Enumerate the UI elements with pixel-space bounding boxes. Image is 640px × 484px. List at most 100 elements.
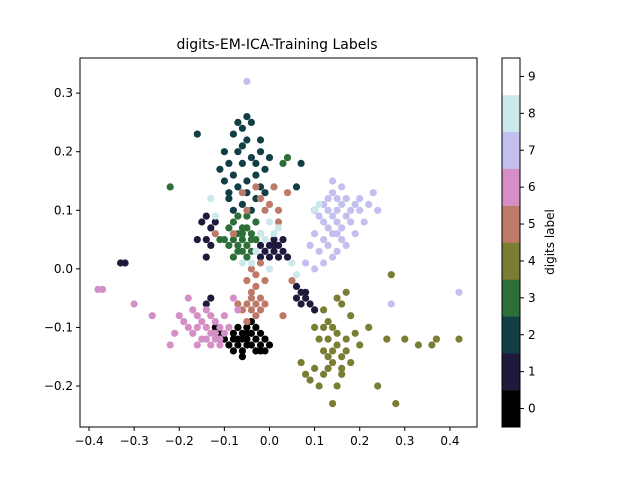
data-point-label-1 [279, 236, 287, 244]
data-point-label-0 [252, 323, 260, 331]
data-point-label-5 [243, 300, 251, 308]
data-point-label-5 [252, 312, 260, 320]
data-point-label-4 [333, 341, 341, 349]
data-point-label-5 [252, 300, 260, 308]
data-point-label-5 [211, 230, 219, 238]
x-tick-label: 0.0 [260, 434, 279, 448]
data-point-label-1 [202, 300, 210, 308]
data-point-label-2 [256, 136, 265, 144]
data-point-label-3 [234, 212, 242, 220]
data-point-label-1 [193, 236, 201, 244]
data-point-label-5 [256, 195, 265, 203]
data-point-label-6 [148, 312, 156, 320]
data-point-label-4 [432, 335, 440, 343]
data-point-label-7 [351, 200, 359, 208]
data-point-label-3 [216, 236, 224, 244]
data-point-label-3 [243, 241, 251, 249]
data-point-label-7 [306, 241, 314, 249]
y-tick-label: 0.3 [54, 86, 73, 100]
data-point-label-4 [365, 323, 373, 331]
data-point-label-0 [261, 347, 269, 355]
data-point-label-6 [216, 341, 224, 349]
colorbar-tick-label: 2 [528, 328, 536, 342]
data-point-label-4 [338, 353, 346, 361]
data-point-label-1 [211, 218, 219, 226]
data-point-label-4 [414, 341, 422, 349]
colorbar-segment [502, 390, 520, 428]
data-point-label-5 [252, 183, 260, 191]
colorbar-tick-label: 9 [528, 69, 536, 83]
data-point-label-6 [234, 306, 242, 314]
data-point-label-7 [329, 189, 337, 197]
data-point-label-0 [265, 341, 274, 349]
data-point-label-6 [180, 318, 188, 326]
data-point-label-3 [243, 212, 251, 220]
data-point-label-2 [292, 183, 301, 191]
x-tick-label: 0.3 [395, 434, 414, 448]
data-point-label-3 [252, 218, 260, 226]
data-point-label-6 [193, 323, 201, 331]
data-point-label-2 [243, 113, 251, 121]
data-point-label-0 [238, 335, 246, 343]
data-point-label-0 [243, 323, 251, 331]
data-point-label-2 [193, 130, 201, 138]
data-point-label-4 [315, 382, 323, 390]
data-point-label-2 [216, 165, 224, 173]
data-point-label-7 [338, 183, 346, 191]
data-point-label-1 [292, 294, 301, 302]
data-point-label-4 [324, 353, 332, 361]
data-point-label-3 [252, 236, 260, 244]
data-point-label-6 [225, 323, 233, 331]
data-point-label-4 [342, 347, 350, 355]
data-point-label-0 [247, 329, 255, 337]
data-point-label-7 [338, 236, 346, 244]
data-point-label-5 [243, 277, 251, 285]
data-point-label-2 [238, 200, 246, 208]
data-point-label-2 [234, 118, 242, 126]
data-point-label-5 [261, 277, 269, 285]
data-point-label-1 [265, 253, 274, 261]
data-point-label-2 [261, 165, 269, 173]
x-tick-label: 0.4 [440, 434, 459, 448]
data-point-label-6 [175, 312, 183, 320]
y-tick-label: 0.0 [54, 262, 73, 276]
data-point-label-2 [225, 159, 233, 167]
colorbar-segment [502, 168, 520, 206]
data-point-label-2 [229, 130, 237, 138]
data-point-label-8 [252, 247, 260, 255]
data-point-label-7 [365, 200, 373, 208]
data-point-label-7 [320, 236, 328, 244]
data-point-label-8 [292, 271, 301, 279]
data-point-label-5 [247, 306, 255, 314]
data-point-label-7 [333, 218, 341, 226]
data-point-label-1 [261, 247, 269, 255]
scatter-points [94, 77, 463, 408]
data-point-label-5 [265, 200, 274, 208]
data-point-label-8 [270, 230, 278, 238]
data-point-label-3 [234, 241, 242, 249]
data-point-label-0 [238, 347, 246, 355]
data-point-label-2 [234, 148, 242, 156]
data-point-label-4 [329, 347, 337, 355]
data-point-label-6 [211, 318, 219, 326]
data-point-label-6 [220, 312, 228, 320]
data-point-label-7 [329, 253, 337, 261]
colorbar-segment [502, 94, 520, 133]
data-point-label-7 [338, 224, 346, 232]
data-point-label-5 [256, 306, 265, 314]
data-point-label-1 [207, 224, 215, 232]
data-point-label-5 [252, 282, 260, 290]
data-point-label-3 [229, 218, 237, 226]
data-point-label-8 [265, 218, 274, 226]
data-point-label-4 [333, 294, 341, 302]
data-point-label-5 [256, 294, 265, 302]
data-point-label-4 [306, 376, 314, 384]
data-point-label-4 [392, 400, 400, 408]
data-point-label-7 [338, 200, 346, 208]
plot-frame [79, 57, 478, 428]
data-point-label-4 [455, 335, 463, 343]
data-point-label-6 [207, 312, 215, 320]
data-point-label-4 [401, 335, 409, 343]
data-point-label-5 [234, 300, 242, 308]
colorbar-segment [502, 205, 520, 243]
